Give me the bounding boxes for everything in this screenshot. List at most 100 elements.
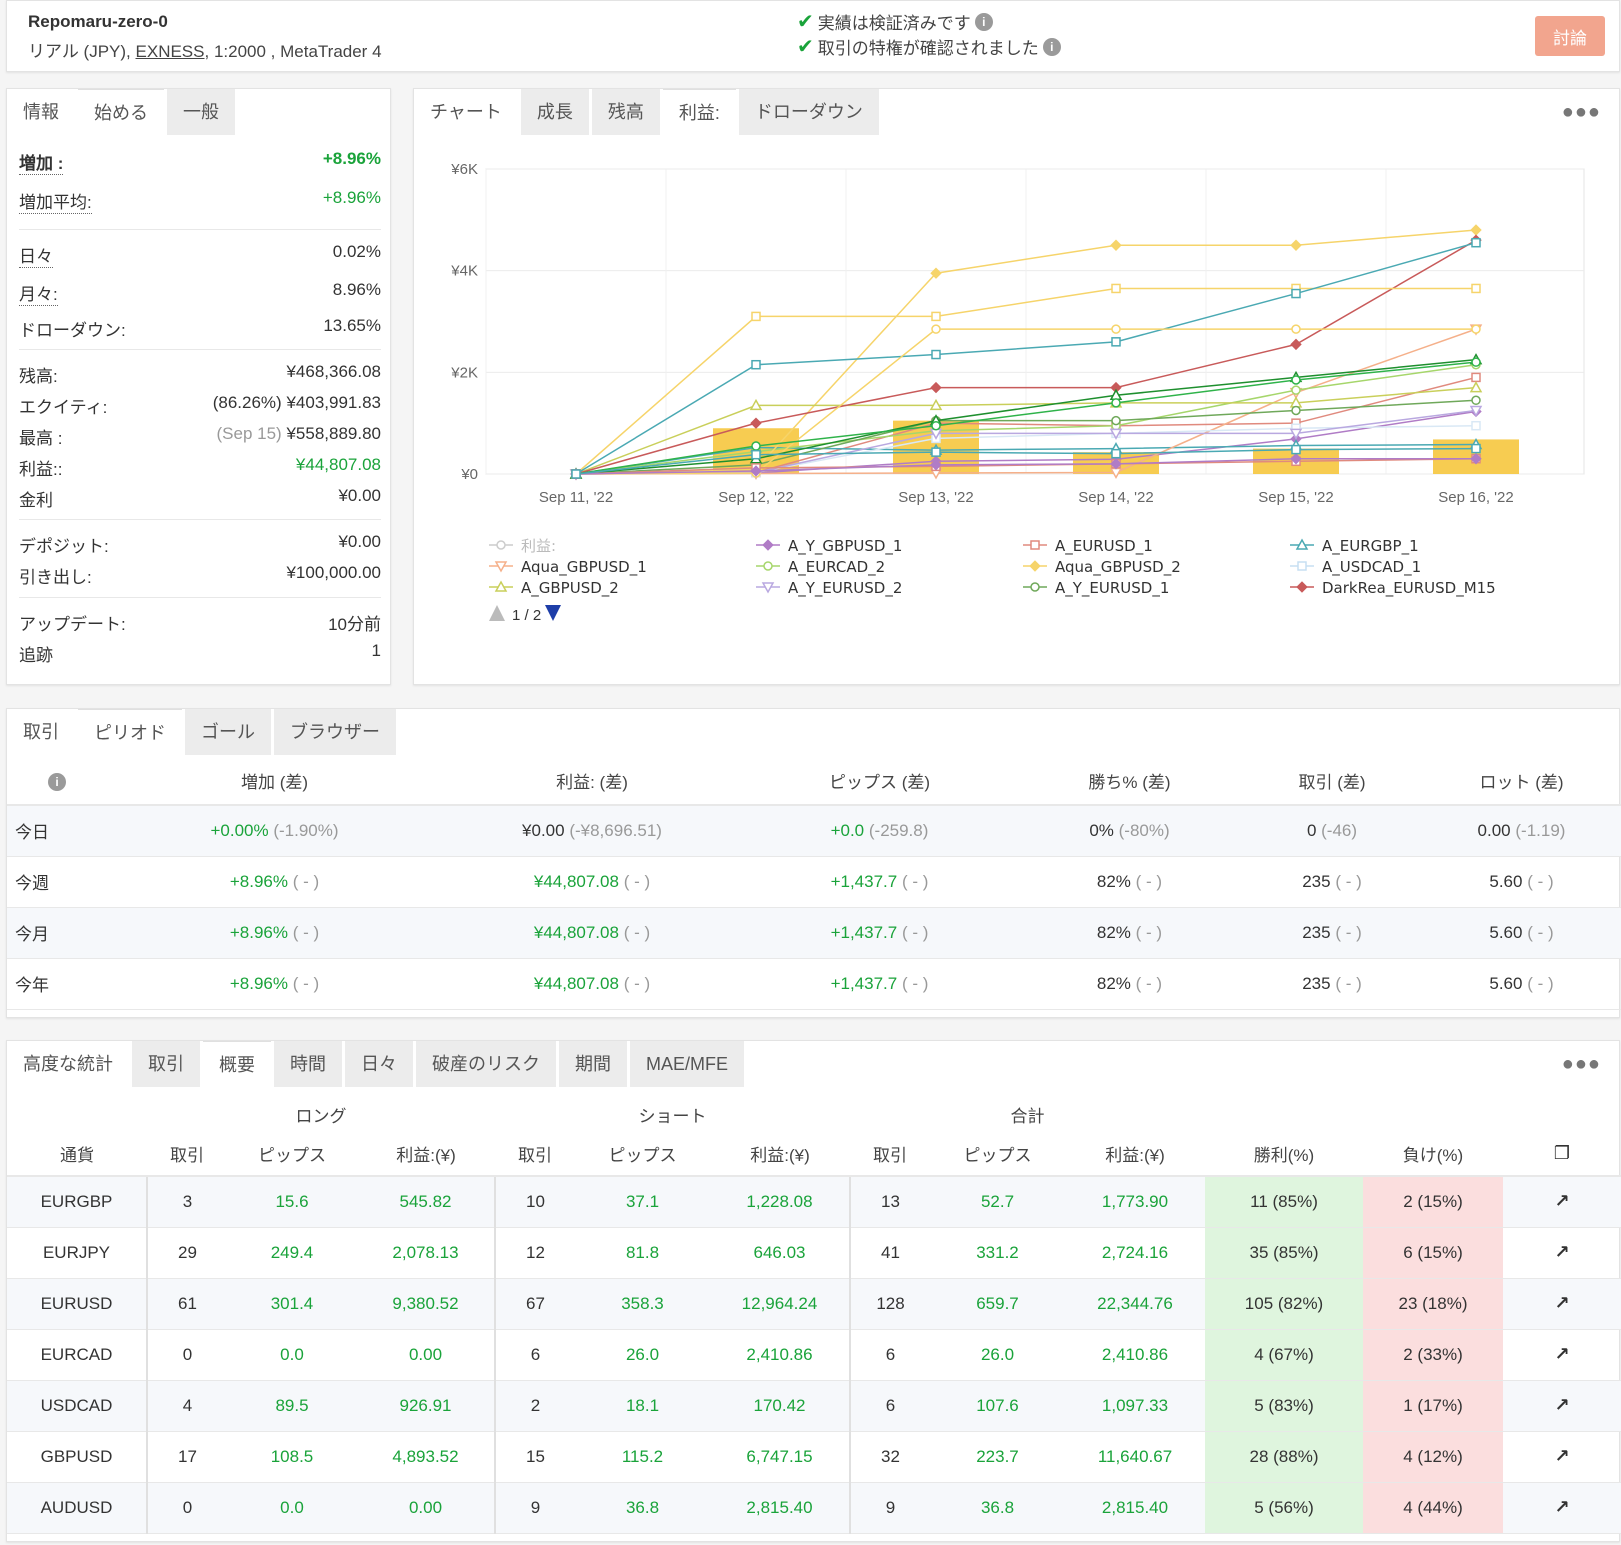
tab-goals[interactable]: ゴール <box>185 709 271 755</box>
stat-cell: 0.0 <box>227 1482 357 1534</box>
period-value: 235 <box>1302 973 1331 993</box>
broker-link[interactable]: EXNESS <box>135 42 205 61</box>
legend-marker <box>1296 581 1308 593</box>
stat-label[interactable]: 日々 <box>19 242 53 268</box>
series-point <box>750 465 762 477</box>
stat-cell: 2 (33%) <box>1363 1329 1503 1381</box>
stat-cell: 2,078.13 <box>357 1227 495 1279</box>
currency-row: GBPUSD 17 108.5 4,893.52 15 115.2 6,747.15 32 22… <box>7 1431 1621 1483</box>
series-point <box>571 469 581 479</box>
period-diff: ( - ) <box>292 973 320 993</box>
legend-next-icon[interactable] <box>545 605 561 621</box>
tab-trades[interactable]: 取引 <box>132 1041 200 1087</box>
tab-mae-mfe[interactable]: MAE/MFE <box>630 1041 745 1087</box>
series-point <box>1111 337 1121 347</box>
stat-label[interactable]: 増加平均: <box>19 188 92 214</box>
stat-label[interactable]: 月々: <box>19 280 58 306</box>
period-cell: 0.00 (-1.19) <box>1422 805 1621 857</box>
stat-cell: 29 <box>146 1227 227 1279</box>
stat-cell: 2,815.40 <box>1065 1482 1205 1534</box>
period-row: 今日 +0.00% (-1.90%) ¥0.00 (-¥8,696.51) +0.0 … <box>7 805 1621 857</box>
chart-trend-icon[interactable]: ↗ <box>1503 1380 1621 1432</box>
info-icon[interactable]: i <box>1042 37 1061 56</box>
stat-abs-gain: 増加平均: +8.96% <box>19 188 381 214</box>
chart-trend-icon[interactable]: ↗ <box>1503 1227 1621 1279</box>
stat-cell: 331.2 <box>930 1227 1065 1279</box>
stat-cell: 249.4 <box>227 1227 357 1279</box>
tab-hours[interactable]: 時間 <box>274 1041 342 1087</box>
discuss-button[interactable]: 討論 <box>1535 16 1605 56</box>
period-diff: ( - ) <box>1135 871 1163 891</box>
currency-row: AUDUSD 0 0.0 0.00 9 36.8 2,815.40 9 36.8 2,815.40… <box>7 1482 1621 1534</box>
tab-drawdown[interactable]: ドローダウン <box>738 89 879 135</box>
info-icon[interactable]: i <box>48 772 66 791</box>
tab-general[interactable]: 一般 <box>167 89 235 135</box>
tab-profit[interactable]: 利益: <box>662 89 736 135</box>
stat-equity: エクイティ: (86.26%) ¥403,991.83 <box>19 393 381 418</box>
period-cell: ¥44,807.08 ( - ) <box>442 856 742 908</box>
copy-icon[interactable]: ❐ <box>1503 1132 1621 1177</box>
tab-risk-of-ruin[interactable]: 破産のリスク <box>416 1041 556 1087</box>
tab-duration[interactable]: 期間 <box>559 1041 627 1087</box>
chart-trend-icon[interactable]: ↗ <box>1503 1431 1621 1483</box>
stat-cell: 128 <box>849 1278 930 1330</box>
stat-cell: 11,640.67 <box>1065 1431 1205 1483</box>
column-header: 通貨 <box>7 1132 147 1177</box>
tab-balance[interactable]: 残高 <box>591 89 660 135</box>
tab-periods[interactable]: ピリオド <box>78 709 182 755</box>
series-line <box>575 443 1477 475</box>
tab-info[interactable]: 情報 <box>7 89 75 135</box>
stat-cell: 6,747.15 <box>710 1431 850 1483</box>
tab-start[interactable]: 始める <box>78 89 164 135</box>
series-point <box>1471 324 1481 334</box>
stat-cell: 22,344.76 <box>1065 1278 1205 1330</box>
series-line <box>575 363 1477 475</box>
period-value: ¥44,807.08 <box>533 871 619 891</box>
tab-daily[interactable]: 日々 <box>345 1041 413 1087</box>
period-value: 0% <box>1089 820 1114 840</box>
tab-advanced-stats[interactable]: 高度な統計 <box>7 1041 129 1087</box>
stat-cell: 115.2 <box>575 1431 710 1483</box>
stat-label[interactable]: 増加 : <box>19 149 64 175</box>
tab-chart[interactable]: チャート <box>414 89 518 135</box>
period-cell: 0 (-46) <box>1242 805 1422 857</box>
legend-prev-icon[interactable] <box>489 605 505 621</box>
stat-value: 0.02% <box>332 242 381 261</box>
period-value: +1,437.7 <box>830 973 898 993</box>
legend-marker <box>1295 538 1309 550</box>
summary-table: ロング ショート 合計 通貨 取引 ピップス 利益:(¥) 取引 ピップス 利益… <box>7 1096 1621 1534</box>
period-diff: ( - ) <box>1135 922 1163 942</box>
more-options-icon[interactable]: ●●● <box>1561 101 1601 123</box>
series-line <box>575 241 1477 475</box>
period-cell: ¥44,807.08 ( - ) <box>442 907 742 959</box>
period-header-row: i 増加 (差) 利益: (差) ピップス (差) 勝ち% (差) 取引 (差)… <box>7 757 1621 806</box>
legend-entry: A_EURCAD_2 <box>788 558 885 577</box>
legend-entry: Aqua_GBPUSD_2 <box>1055 558 1181 577</box>
tab-summary[interactable]: 概要 <box>203 1041 271 1087</box>
more-options-icon[interactable]: ●●● <box>1561 1053 1601 1075</box>
series-point <box>751 441 761 451</box>
period-diff: ( - ) <box>623 871 651 891</box>
tab-browser[interactable]: ブラウザー <box>274 709 396 755</box>
stat-withdrawals: 引き出し: ¥100,000.00 <box>19 563 381 588</box>
stat-cell: 108.5 <box>227 1431 357 1483</box>
stat-cell: 0 <box>146 1329 227 1381</box>
legend-pager: 1 / 2 <box>512 607 541 624</box>
chart-trend-icon[interactable]: ↗ <box>1503 1176 1621 1228</box>
stat-cell: 4 (44%) <box>1363 1482 1503 1534</box>
series-point <box>1111 324 1121 334</box>
column-header: 取引 (差) <box>1242 757 1422 806</box>
stat-cell: 1,773.90 <box>1065 1176 1205 1228</box>
tab-growth[interactable]: 成長 <box>520 89 589 135</box>
stat-cell: 926.91 <box>357 1380 495 1432</box>
stat-cell: 6 <box>849 1380 930 1432</box>
info-icon[interactable]: i <box>974 12 993 31</box>
column-header: 負け(%) <box>1363 1132 1503 1177</box>
series-line <box>575 386 1477 475</box>
chart-trend-icon[interactable]: ↗ <box>1503 1278 1621 1330</box>
stat-cell: 2 <box>494 1380 575 1432</box>
chart-trend-icon[interactable]: ↗ <box>1503 1482 1621 1534</box>
chart-trend-icon[interactable]: ↗ <box>1503 1329 1621 1381</box>
stat-cell: 5 (83%) <box>1205 1380 1363 1432</box>
tab-trades[interactable]: 取引 <box>7 709 75 755</box>
